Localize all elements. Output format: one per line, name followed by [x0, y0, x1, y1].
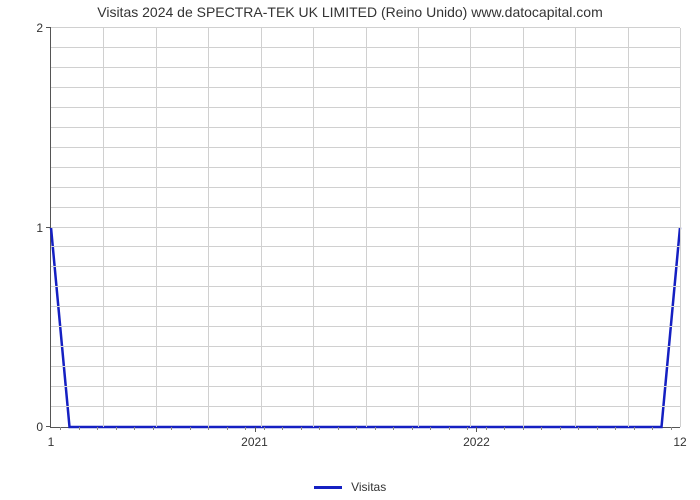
y-tick-label: 0: [36, 420, 43, 434]
x-minor-tick: [190, 427, 191, 430]
x-minor-tick: [578, 427, 579, 430]
x-minor-tick: [541, 427, 542, 430]
y-tick-mark: [46, 426, 51, 427]
x-minor-tick: [301, 427, 302, 430]
vgrid-line: [575, 28, 576, 427]
x-tick-label: 2021: [241, 435, 268, 449]
x-minor-tick: [282, 427, 283, 430]
x-minor-tick: [449, 427, 450, 430]
y-tick-label: 1: [36, 221, 43, 235]
vgrid-line: [208, 28, 209, 427]
x-minor-tick: [523, 427, 524, 430]
legend: Visitas: [0, 479, 700, 494]
y-tick-label: 2: [36, 21, 43, 35]
y-tick-mark: [46, 27, 51, 28]
x-minor-tick: [227, 427, 228, 430]
x-minor-tick: [60, 427, 61, 430]
x-minor-tick: [116, 427, 117, 430]
x-minor-tick: [634, 427, 635, 430]
x-minor-tick: [560, 427, 561, 430]
chart-title: Visitas 2024 de SPECTRA-TEK UK LIMITED (…: [0, 0, 700, 20]
vgrid-line: [103, 28, 104, 427]
x-tick-mark: [255, 427, 256, 432]
x-minor-tick: [597, 427, 598, 430]
y-tick-mark: [46, 227, 51, 228]
vgrid-line: [523, 28, 524, 427]
x-minor-tick: [97, 427, 98, 430]
legend-swatch: [314, 486, 342, 489]
x-minor-tick: [671, 427, 672, 430]
vgrid-line: [156, 28, 157, 427]
x-minor-tick: [504, 427, 505, 430]
x-minor-tick: [245, 427, 246, 430]
x-minor-tick: [264, 427, 265, 430]
plot-area: 01220212022112: [50, 28, 680, 428]
x-tick-label: 2022: [463, 435, 490, 449]
x-minor-tick: [486, 427, 487, 430]
x-end-label: 12: [673, 435, 686, 449]
x-minor-tick: [171, 427, 172, 430]
x-minor-tick: [208, 427, 209, 430]
legend-label: Visitas: [351, 480, 386, 494]
vgrid-line: [628, 28, 629, 427]
vgrid-line: [418, 28, 419, 427]
x-minor-tick: [467, 427, 468, 430]
x-minor-tick: [319, 427, 320, 430]
x-minor-tick: [430, 427, 431, 430]
x-start-label: 1: [48, 435, 55, 449]
vgrid-line: [366, 28, 367, 427]
x-minor-tick: [153, 427, 154, 430]
vgrid-line: [313, 28, 314, 427]
x-minor-tick: [412, 427, 413, 430]
x-minor-tick: [393, 427, 394, 430]
x-minor-tick: [375, 427, 376, 430]
vgrid-line: [470, 28, 471, 427]
vgrid-line: [680, 28, 681, 427]
x-minor-tick: [338, 427, 339, 430]
x-tick-mark: [476, 427, 477, 432]
vgrid-line: [261, 28, 262, 427]
x-minor-tick: [356, 427, 357, 430]
x-minor-tick: [134, 427, 135, 430]
x-minor-tick: [652, 427, 653, 430]
x-minor-tick: [79, 427, 80, 430]
chart-area: 01220212022112: [50, 28, 680, 428]
x-minor-tick: [615, 427, 616, 430]
